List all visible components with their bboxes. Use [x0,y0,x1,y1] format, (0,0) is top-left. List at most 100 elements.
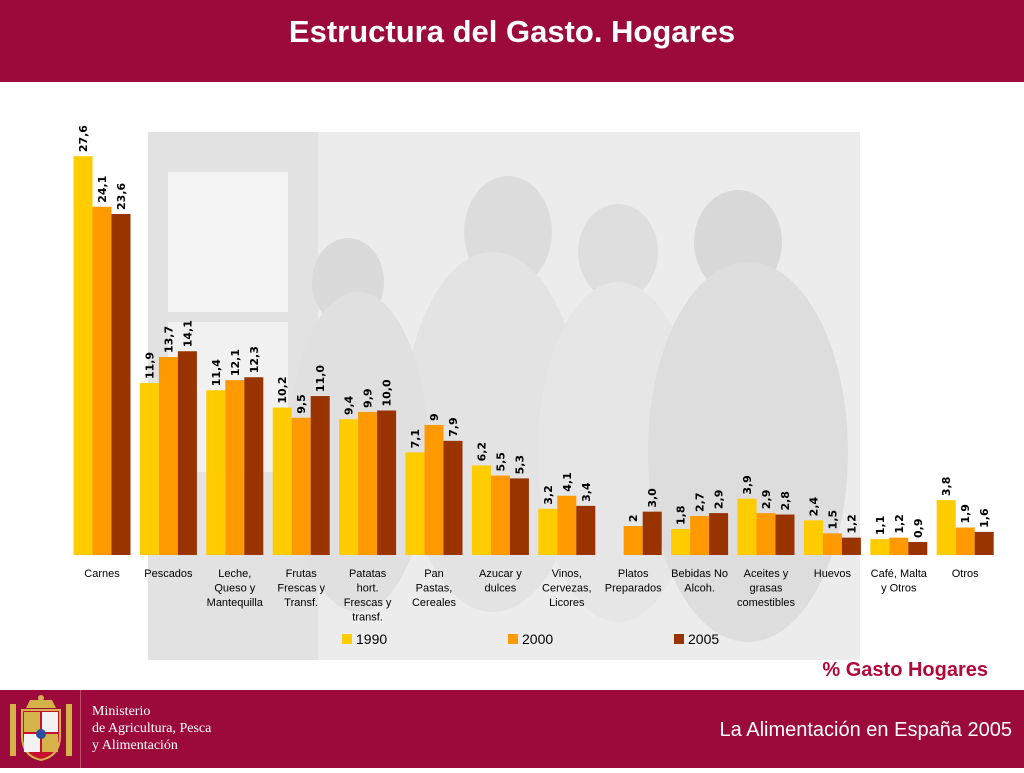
ministry-line-3: y Alimentación [92,738,178,753]
value-label-1990-2: 11,4 [210,359,223,386]
value-label-2005-0: 23,6 [115,182,128,209]
category-label-7-1: Cervezas, [542,583,592,595]
category-label-13-0: Otros [952,568,979,580]
category-label-4-2: Frescas y [344,597,392,609]
bar-2005-2 [244,377,264,555]
value-label-2005-5: 7,9 [447,417,460,437]
bar-2005-7 [576,505,596,555]
ministry-line-2: de Agricultura, Pesca [92,721,212,736]
bar-2000-13 [955,527,975,555]
category-label-3-2: Transf. [284,597,318,609]
category-label-2-0: Leche, [218,568,251,580]
value-label-1990-11: 2,4 [807,496,820,516]
bar-2005-5 [443,440,463,555]
value-label-2005-10: 2,8 [779,491,792,511]
bars-group [73,156,994,556]
bar-2000-11 [822,533,842,555]
value-label-2005-3: 11,0 [314,365,327,392]
bar-2000-4 [358,411,378,555]
category-label-10-2: comestibles [737,597,796,609]
bar-2005-8 [642,511,662,555]
bar-2000-10 [756,513,776,555]
bar-1990-13 [936,500,956,555]
bar-2000-12 [889,537,909,555]
value-label-2005-6: 5,3 [513,455,526,475]
category-label-10-0: Aceites y [744,568,789,580]
value-label-2000-0: 24,1 [96,176,109,203]
bar-2000-7 [557,495,577,555]
value-label-1990-10: 3,9 [741,475,754,495]
legend-label-1990: 1990 [356,631,387,647]
category-label-0-0: Carnes [84,568,120,580]
bar-1990-1 [139,383,159,555]
value-label-2000-1: 13,7 [162,326,175,353]
value-label-2005-2: 12,3 [248,346,261,373]
category-label-1-0: Pescados [144,568,193,580]
category-label-11-0: Huevos [814,568,852,580]
value-label-2005-11: 1,2 [845,514,858,534]
value-label-1990-6: 6,2 [475,442,488,462]
value-label-2000-4: 9,9 [362,388,375,408]
category-label-4-1: hort. [357,583,379,595]
category-label-4-0: Patatas [349,568,387,580]
category-label-6-1: dulces [485,583,517,595]
value-label-1990-7: 3,2 [542,485,555,505]
legend-swatch-2005 [674,634,684,644]
footer-publication-title: La Alimentación en España 2005 [719,719,1012,741]
bar-2000-1 [158,357,178,555]
category-label-6-0: Azucar y [479,568,522,580]
category-label-7-2: Licores [549,597,585,609]
legend-swatch-2000 [508,634,518,644]
category-label-5-1: Pastas, [416,583,453,595]
header-bar: Estructura del Gasto. Hogares [0,0,1024,82]
bar-1990-12 [870,539,890,555]
ministry-line-1: Ministerio [92,704,151,719]
category-label-10-1: grasas [749,583,783,595]
value-label-1990-3: 10,2 [276,376,289,403]
category-label-12-0: Café, Malta [871,568,928,580]
value-label-1990-13: 3,8 [940,477,953,497]
footer-bar: Ministerio de Agricultura, Pesca y Alime… [0,690,1024,768]
bar-2005-10 [775,514,795,555]
bar-2000-0 [92,206,112,555]
bar-chart: 27,624,1 23,611,913,7 14,111,4 12,1 12,310,2… [73,125,994,647]
bar-1990-10 [737,498,757,555]
value-label-2005-8: 3,0 [646,488,659,508]
bar-1990-0 [73,156,93,555]
bar-2000-8 [623,526,643,555]
bar-1990-7 [538,508,558,555]
value-label-1990-4: 9,4 [343,395,356,415]
bar-1990-11 [803,520,823,555]
category-label-9-0: Bebidas No [671,568,728,580]
bar-1990-5 [405,452,425,555]
category-label-2-2: Mantequilla [207,597,264,609]
value-label-2005-12: 0,9 [912,518,925,538]
ministry-name: Ministerio de Agricultura, Pesca y Alime… [92,703,211,754]
category-label-8-0: Platos [618,568,649,580]
coat-of-arms-logo [2,690,81,768]
legend: 1990 2000 2005 [342,631,719,647]
bar-2005-0 [111,213,131,556]
value-label-2000-6: 5,5 [494,452,507,472]
bar-2005-4 [377,410,397,555]
value-label-2000-2: 12,1 [229,349,242,376]
category-labels-group: Carnes Pescados Leche, Queso y Mantequilla Fr… [84,568,979,624]
value-label-2000-12: 1,2 [893,514,906,534]
value-label-2000-7: 4,1 [561,472,574,492]
value-labels-group: 27,624,1 23,611,913,7 14,111,4 12,1 12,310,2… [77,125,991,538]
legend-label-2005: 2005 [688,631,719,647]
value-label-1990-5: 7,1 [409,429,422,449]
bar-2000-6 [490,475,510,555]
value-label-2005-7: 3,4 [580,482,593,502]
crest-icon [10,695,72,762]
value-label-2005-9: 2,9 [713,490,726,510]
bar-2000-5 [424,424,444,555]
chart-subtitle: % Gasto Hogares [822,659,988,681]
legend-label-2000: 2000 [522,631,553,647]
bar-2005-11 [841,537,861,555]
category-label-9-1: Alcoh. [684,583,715,595]
page-title: Estructura del Gasto. Hogares [288,14,736,49]
value-label-2005-4: 10,0 [381,379,394,406]
bar-2005-1 [177,351,197,555]
value-label-2000-5: 9 [428,413,441,421]
